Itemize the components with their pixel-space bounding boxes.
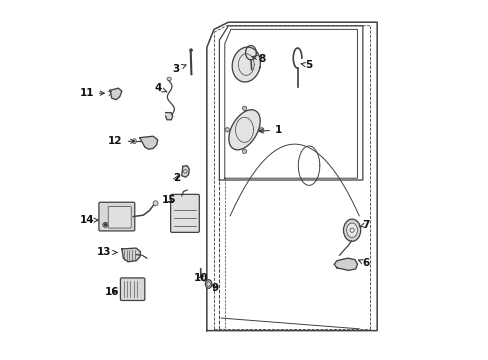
Ellipse shape <box>205 280 211 288</box>
Text: 11: 11 <box>79 88 104 98</box>
Text: 15: 15 <box>162 195 176 205</box>
FancyBboxPatch shape <box>99 202 135 231</box>
Polygon shape <box>333 258 357 270</box>
Text: 7: 7 <box>359 220 369 230</box>
Ellipse shape <box>343 219 360 241</box>
Ellipse shape <box>104 224 106 226</box>
FancyBboxPatch shape <box>120 278 144 301</box>
Text: 9: 9 <box>211 283 218 293</box>
Ellipse shape <box>346 223 357 237</box>
Text: 12: 12 <box>108 136 135 146</box>
Polygon shape <box>232 47 260 82</box>
Text: 2: 2 <box>172 173 180 183</box>
Polygon shape <box>110 88 122 100</box>
FancyBboxPatch shape <box>170 194 199 232</box>
Ellipse shape <box>202 276 206 281</box>
Ellipse shape <box>242 106 246 111</box>
Text: 1: 1 <box>259 125 282 135</box>
Ellipse shape <box>224 128 229 132</box>
Ellipse shape <box>242 149 246 153</box>
Polygon shape <box>165 113 172 120</box>
Ellipse shape <box>259 128 264 132</box>
Ellipse shape <box>189 49 192 51</box>
Text: 16: 16 <box>104 287 119 297</box>
Text: 8: 8 <box>252 54 265 64</box>
Polygon shape <box>122 248 140 262</box>
Polygon shape <box>140 136 158 149</box>
Text: 14: 14 <box>79 215 98 225</box>
Text: 5: 5 <box>301 60 312 70</box>
Ellipse shape <box>132 139 136 144</box>
Text: 6: 6 <box>358 258 369 268</box>
Text: 3: 3 <box>172 64 186 74</box>
Text: 10: 10 <box>194 273 208 283</box>
Ellipse shape <box>153 201 158 206</box>
Polygon shape <box>182 166 189 177</box>
Text: 13: 13 <box>97 247 117 257</box>
Ellipse shape <box>167 77 171 81</box>
Ellipse shape <box>102 222 108 227</box>
Text: 4: 4 <box>154 83 166 93</box>
FancyBboxPatch shape <box>108 207 131 228</box>
Polygon shape <box>228 110 260 150</box>
